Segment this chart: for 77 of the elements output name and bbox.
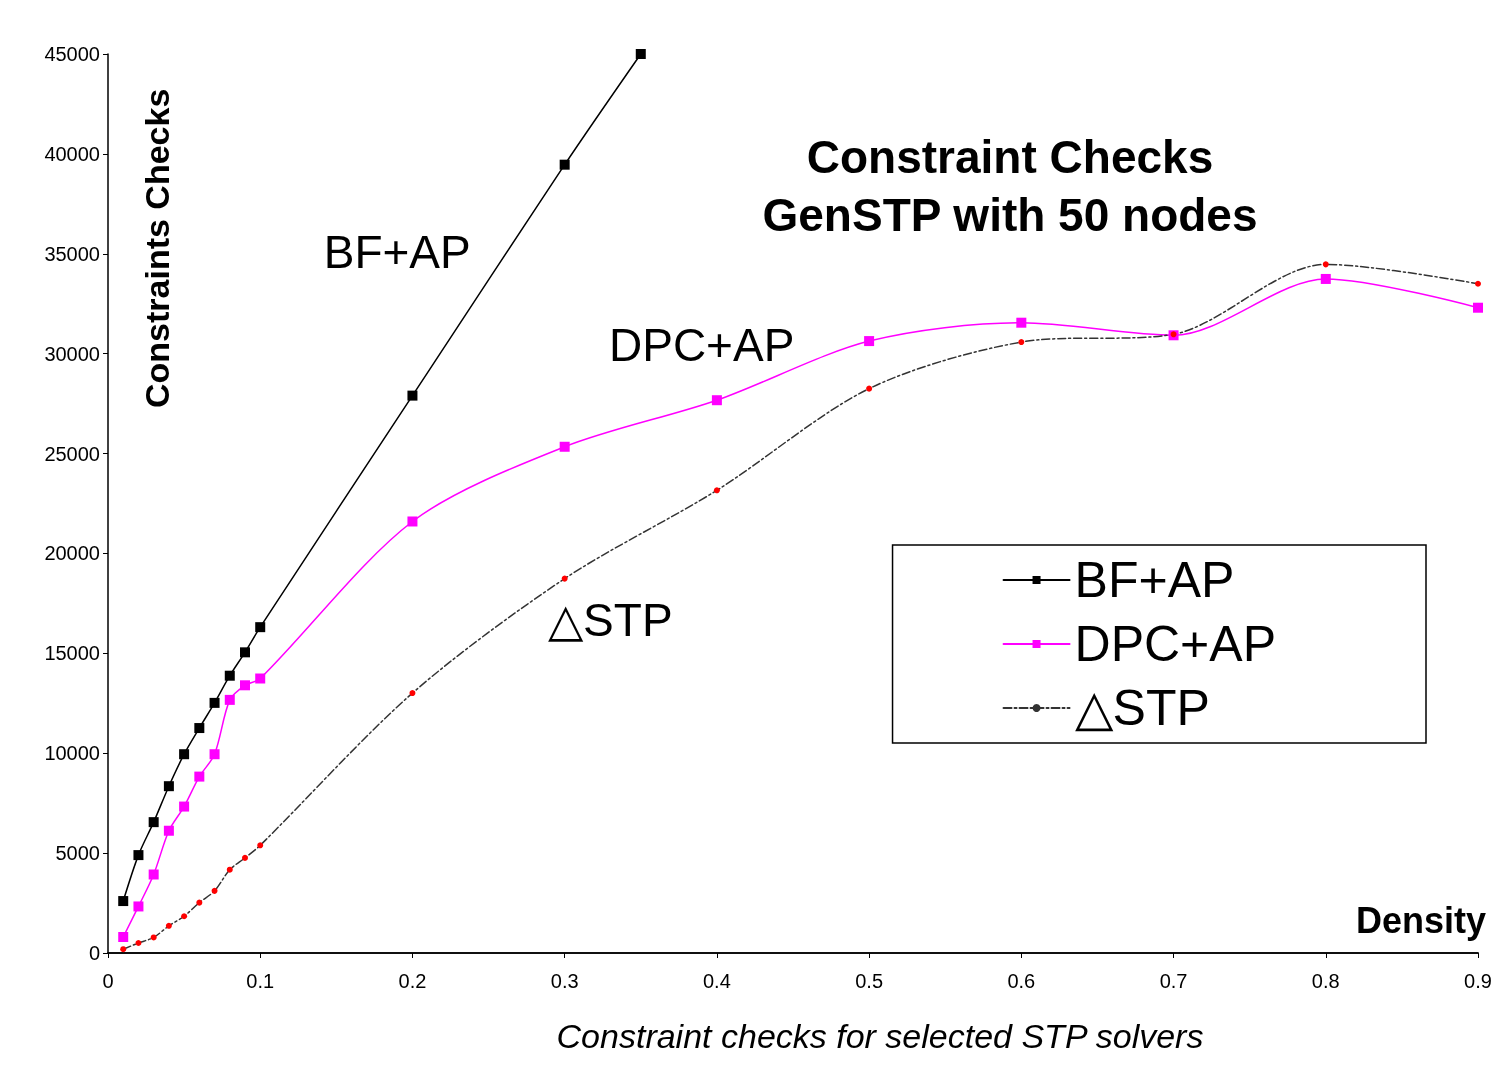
- x-tick-label: 0.7: [1159, 970, 1188, 992]
- point: [1016, 317, 1027, 328]
- x-tick-label: 0.9: [1464, 970, 1492, 992]
- y-tick-label: 25000: [44, 442, 100, 465]
- legend-label: △STP: [1074, 680, 1210, 736]
- point: [120, 946, 127, 953]
- point: [255, 673, 266, 684]
- x-tick-label: 0.8: [1311, 970, 1340, 992]
- point: [148, 817, 159, 828]
- point: [163, 825, 174, 836]
- x-tick-label: 0.4: [702, 970, 731, 992]
- x-tick-label: 0.2: [398, 970, 427, 992]
- x-tick-label: 0.6: [1007, 970, 1036, 992]
- legend-label: DPC+AP: [1074, 616, 1276, 672]
- x-axis-title: Density: [1355, 899, 1486, 941]
- y-tick-label: 5000: [55, 842, 100, 865]
- y-tick-label: 20000: [44, 542, 100, 565]
- point: [224, 694, 235, 705]
- point: [181, 913, 188, 920]
- y-tick-label: 45000: [44, 43, 100, 65]
- point: [150, 934, 157, 941]
- point: [194, 771, 205, 782]
- point: [255, 622, 266, 633]
- point: [866, 385, 873, 392]
- annotation: △STP: [548, 594, 673, 647]
- point: [409, 690, 416, 697]
- point: [211, 887, 218, 894]
- point: [864, 336, 875, 347]
- point: [179, 749, 190, 760]
- y-tick-label: 15000: [44, 642, 100, 665]
- point: [194, 723, 205, 734]
- y-tick-label: 40000: [44, 142, 100, 165]
- y-axis-title: Constraints Checks: [138, 88, 176, 408]
- point: [209, 749, 220, 760]
- y-tick-label: 30000: [44, 342, 100, 365]
- y-tick-label: 0: [88, 942, 100, 964]
- point: [165, 922, 172, 929]
- point: [635, 49, 646, 59]
- point: [240, 647, 250, 658]
- y-tick-label: 10000: [44, 742, 100, 765]
- point: [257, 842, 264, 849]
- point: [1018, 339, 1025, 346]
- point: [407, 516, 418, 527]
- point: [133, 850, 144, 861]
- annotation: DPC+AP: [608, 318, 795, 371]
- point: [224, 670, 235, 681]
- point: [148, 869, 159, 880]
- text: Constraint Checks GenSTP with 50 nodes: [762, 131, 1258, 241]
- x-tick-label: 0.3: [550, 970, 579, 992]
- point: [196, 899, 203, 906]
- point: [118, 932, 129, 943]
- point: [226, 866, 233, 873]
- point: [179, 801, 190, 812]
- annotation: BF+AP: [323, 225, 471, 278]
- legend-label: BF+AP: [1074, 552, 1235, 608]
- point: [561, 575, 568, 582]
- point: [1320, 273, 1331, 284]
- text: Constraint checks for selected STP solvers: [556, 1017, 1204, 1055]
- point: [407, 390, 418, 401]
- point: [711, 395, 722, 406]
- point: [118, 896, 129, 907]
- point: [559, 441, 570, 452]
- point: [1475, 280, 1481, 287]
- point: [135, 940, 142, 947]
- point: [1473, 302, 1483, 313]
- y-tick-label: 35000: [44, 242, 100, 265]
- point: [163, 781, 174, 792]
- point: [559, 159, 570, 170]
- x-tick-label: 0: [102, 970, 114, 992]
- x-tick-label: 0.5: [855, 970, 884, 992]
- point: [713, 487, 720, 494]
- point: [1322, 261, 1329, 268]
- point: [242, 854, 248, 861]
- x-tick-label: 0.1: [246, 970, 275, 992]
- point: [133, 901, 144, 912]
- point: [209, 697, 220, 708]
- point: [240, 680, 250, 691]
